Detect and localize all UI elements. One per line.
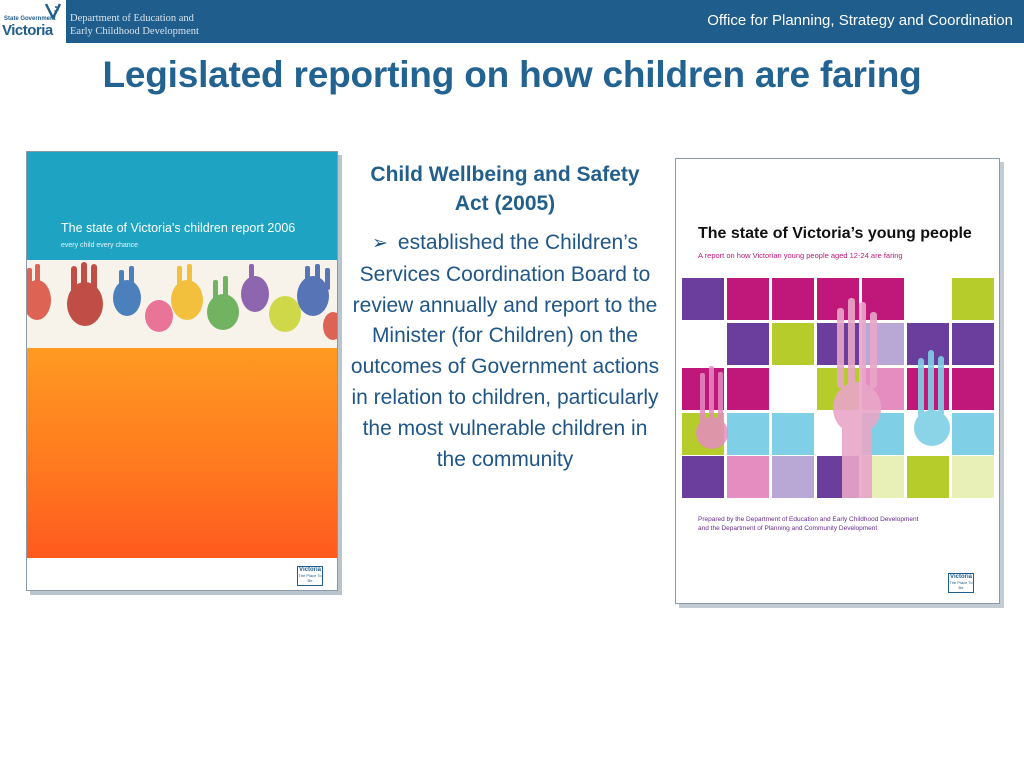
victoria-mini-logo-text: Victoria bbox=[950, 574, 972, 580]
bullet-paragraph: ➢ established the Children’s Services Coo… bbox=[350, 228, 660, 475]
cover-teal-band bbox=[27, 152, 337, 260]
victoria-mini-tagline: The Place To Be bbox=[949, 580, 973, 590]
handprints-icon bbox=[27, 262, 337, 340]
cover-left-title: The state of Victoria's children report … bbox=[61, 221, 296, 235]
handprints-image bbox=[27, 260, 337, 348]
bullet-text: established the Children’s Services Coor… bbox=[350, 231, 660, 471]
cover-left-subtitle: every child every chance bbox=[61, 242, 139, 249]
header-bar: State Government Victoria Department of … bbox=[0, 0, 1024, 43]
victoria-logo[interactable]: State Government Victoria bbox=[0, 0, 66, 43]
prepared-by-text: Prepared by the Department of Education … bbox=[698, 515, 968, 533]
young-people-report-cover-image: The state of Victoria’s young people A r… bbox=[675, 158, 1000, 604]
colour-grid-hands-icon bbox=[682, 278, 994, 498]
victoria-v-mark-icon bbox=[44, 3, 62, 20]
department-name: Department of Education and Early Childh… bbox=[70, 12, 199, 38]
cover-right-subtitle: A report on how Victorian young people a… bbox=[698, 251, 903, 260]
logo-big-text: Victoria bbox=[2, 22, 53, 39]
prepared-by-line-2: and the Department of Planning and Commu… bbox=[698, 525, 878, 532]
victoria-mini-logo: Victoria The Place To Be bbox=[948, 573, 974, 593]
cover-bottom-band: Victoria The Place To Be bbox=[27, 558, 337, 590]
slide-title: Legislated reporting on how children are… bbox=[102, 54, 922, 95]
office-name: Office for Planning, Strategy and Coordi… bbox=[707, 12, 1013, 29]
victoria-mini-tagline: The Place To Be bbox=[298, 573, 322, 583]
act-title: Child Wellbeing and Safety Act (2005) bbox=[370, 163, 640, 215]
cover-right-title: The state of Victoria’s young people bbox=[698, 225, 972, 242]
department-line-2: Early Childhood Development bbox=[70, 26, 199, 37]
department-line-1: Department of Education and bbox=[70, 13, 194, 24]
cover-orange-panel bbox=[27, 348, 337, 558]
logo-small-text: State Government bbox=[4, 16, 56, 22]
victoria-mini-logo-text: Victoria bbox=[299, 567, 321, 573]
prepared-by-line-1: Prepared by the Department of Education … bbox=[698, 516, 919, 523]
victoria-mini-logo: Victoria The Place To Be bbox=[297, 566, 323, 586]
children-report-cover-image: The state of Victoria's children report … bbox=[26, 151, 338, 591]
arrow-bullet-icon: ➢ bbox=[371, 233, 388, 254]
